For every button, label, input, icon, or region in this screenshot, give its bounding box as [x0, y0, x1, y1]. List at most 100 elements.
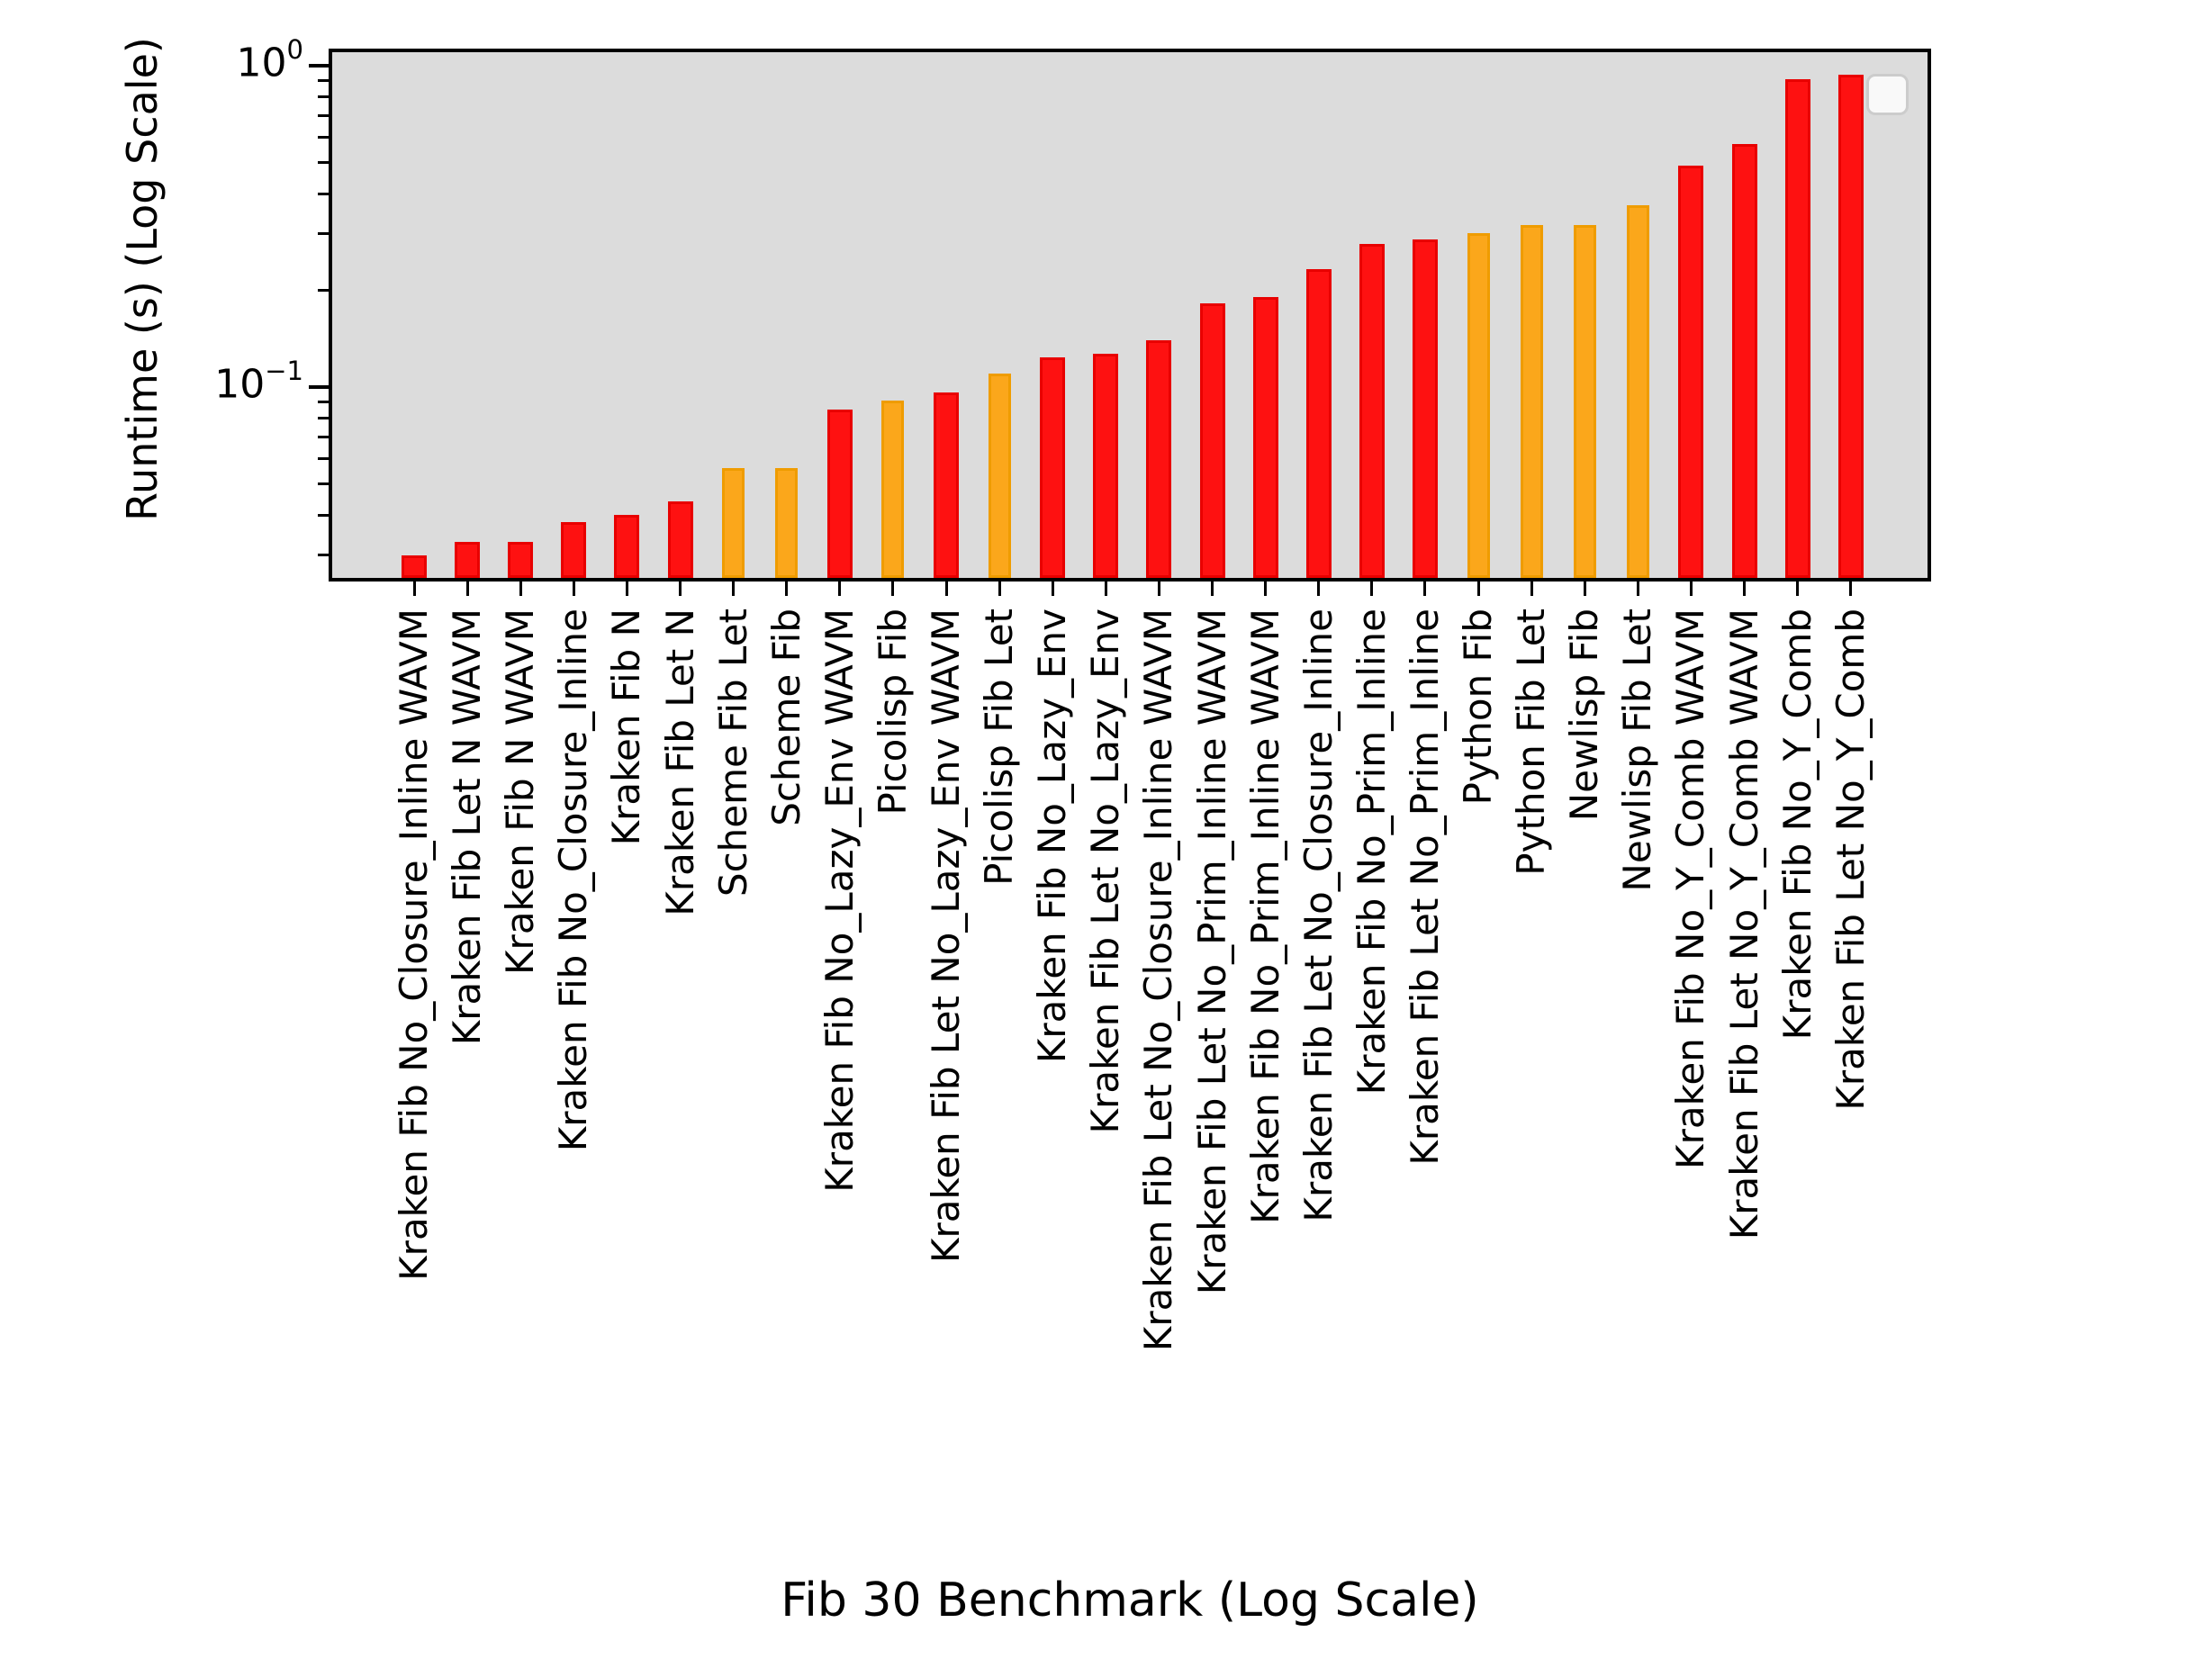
x-tick [838, 580, 842, 596]
top-spine [329, 49, 1931, 52]
bar-other [988, 374, 1011, 578]
x-tick [465, 580, 469, 596]
x-tick-label: Kraken Fib Let No_Y_Comb WAVM [1721, 609, 1766, 1240]
bar-other [881, 400, 905, 578]
bar-kraken [1412, 239, 1438, 578]
y-minor-tick [318, 135, 330, 139]
bar-other [1626, 204, 1649, 578]
bar-kraken [1359, 243, 1385, 578]
x-tick-label: Kraken Fib No_Closure_Inline WAVM [392, 609, 436, 1281]
bar-kraken [826, 410, 853, 578]
bar-kraken [1093, 353, 1119, 578]
y-minor-tick [318, 513, 330, 517]
y-minor-tick [318, 232, 330, 236]
y-minor-tick [318, 554, 330, 557]
y-minor-tick [318, 456, 330, 460]
bar-other [1573, 224, 1596, 578]
x-tick [891, 580, 895, 596]
bar-kraken [934, 392, 959, 578]
y-major-tick [309, 64, 330, 68]
x-tick [1476, 580, 1480, 596]
x-tick [1051, 580, 1054, 596]
y-minor-tick [318, 78, 330, 82]
x-tick-label: Kraken Fib No_Prim_Inline WAVM [1242, 609, 1287, 1224]
plot-area [330, 50, 1929, 580]
x-tick-label: Kraken Fib No_Lazy_Env WAVM [817, 609, 862, 1193]
x-tick [944, 580, 948, 596]
legend-box [1866, 74, 1909, 115]
bar-other [775, 467, 799, 578]
y-minor-tick [318, 289, 330, 293]
x-tick [1423, 580, 1427, 596]
x-tick-label: Kraken Fib Let N WAVM [445, 609, 490, 1046]
bar-kraken [1837, 74, 1864, 578]
bar-kraken [667, 501, 693, 578]
x-tick-label: Kraken Fib Let No_Lazy_Env [1083, 609, 1128, 1134]
y-tick-label: 10−1 [214, 356, 303, 408]
x-tick [1530, 580, 1533, 596]
bar-kraken [402, 555, 427, 578]
x-tick-label: Picolisp Fib Let [977, 609, 1022, 886]
x-tick-label: Picolisp Fib [870, 609, 915, 816]
y-minor-tick [318, 192, 330, 195]
x-tick [412, 580, 416, 596]
right-spine [1928, 49, 1931, 582]
x-tick [1743, 580, 1746, 596]
x-tick-label: Kraken Fib Let No_Closure_Inline [1296, 609, 1341, 1222]
bar-kraken [561, 522, 587, 578]
x-axis-label: Fib 30 Benchmark (Log Scale) [781, 1573, 1479, 1627]
x-tick-label: Kraken Fib No_Y_Comb WAVM [1668, 609, 1713, 1169]
x-tick-label: Scheme Fib [763, 609, 808, 826]
bar-kraken [1784, 78, 1810, 578]
x-tick-label: Kraken Fib Let No_Prim_Inline [1402, 609, 1447, 1166]
x-tick-label: Python Fib Let [1509, 609, 1554, 876]
x-tick-label: Kraken Fib Let No_Lazy_Env WAVM [924, 609, 968, 1264]
x-tick [1849, 580, 1853, 596]
y-tick-label: 100 [236, 34, 303, 86]
x-tick-label: Kraken Fib N WAVM [498, 609, 543, 975]
y-major-tick [309, 385, 330, 389]
x-tick [1689, 580, 1693, 596]
bar-kraken [1678, 165, 1704, 578]
x-tick [519, 580, 522, 596]
bar-other [1467, 233, 1490, 578]
y-minor-tick [318, 482, 330, 485]
x-tick-label: Kraken Fib Let No_Prim_Inline WAVM [1189, 609, 1234, 1295]
bar-kraken [1040, 356, 1066, 578]
bar-kraken [614, 515, 640, 578]
y-minor-tick [318, 95, 330, 99]
bar-other [722, 467, 745, 578]
x-tick [1104, 580, 1107, 596]
x-tick [1583, 580, 1586, 596]
x-tick-label: Scheme Fib Let [710, 609, 755, 897]
x-tick-label: Python Fib [1456, 609, 1500, 806]
y-axis-label: Runtime (s) (Log Scale) [118, 37, 167, 521]
x-tick-label: Kraken Fib Let No_Y_Comb [1828, 609, 1873, 1111]
x-tick [732, 580, 736, 596]
bar-kraken [455, 541, 481, 578]
x-tick-label: Newlisp Fib Let [1615, 609, 1660, 892]
x-tick [1796, 580, 1800, 596]
y-minor-tick [318, 435, 330, 438]
y-minor-tick [318, 417, 330, 420]
x-tick [625, 580, 628, 596]
x-tick-label: Kraken Fib No_Closure_Inline [551, 609, 596, 1152]
x-tick-label: Kraken Fib No_Prim_Inline [1349, 609, 1394, 1095]
x-tick [1264, 580, 1268, 596]
y-minor-tick [318, 400, 330, 403]
x-tick-label: Kraken Fib No_Y_Comb [1774, 609, 1819, 1041]
y-minor-tick [318, 113, 330, 117]
x-tick-label: Kraken Fib No_Lazy_Env [1030, 609, 1075, 1064]
x-tick [998, 580, 1001, 596]
bar-kraken [1305, 268, 1332, 578]
bar-kraken [1731, 144, 1757, 578]
x-tick [1636, 580, 1639, 596]
x-tick [679, 580, 682, 596]
x-tick [1157, 580, 1160, 596]
bar-kraken [508, 541, 534, 578]
x-tick [572, 580, 575, 596]
x-tick-label: Kraken Fib Let N [657, 609, 702, 916]
x-tick [1211, 580, 1214, 596]
bar-kraken [1252, 297, 1278, 578]
